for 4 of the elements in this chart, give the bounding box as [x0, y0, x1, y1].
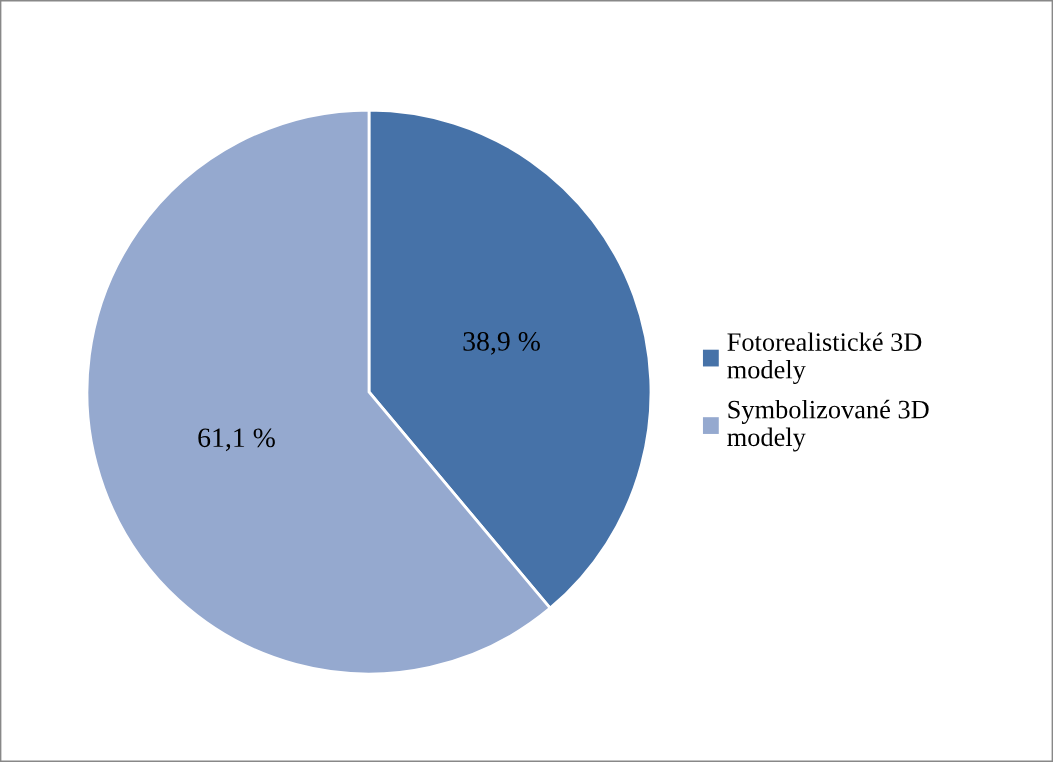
- legend-label: Fotorealistické 3D modely: [727, 332, 922, 385]
- data-label: 61,1 %: [198, 428, 275, 452]
- legend-label: Symbolizované 3D modely: [727, 399, 929, 452]
- data-label: 38,9 %: [463, 332, 540, 355]
